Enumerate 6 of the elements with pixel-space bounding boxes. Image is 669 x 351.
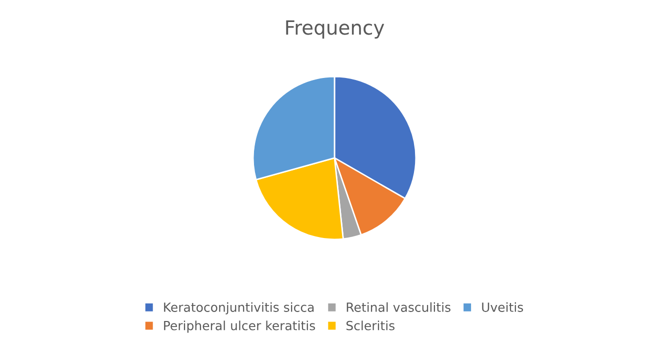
legend-label: Uveitis <box>482 302 524 312</box>
legend-label: Scleritis <box>346 320 394 330</box>
legend-label: Retinal vasculitis <box>346 302 450 312</box>
legend-label: Peripheral ulcer keratitis <box>164 320 316 333</box>
legend-label: Keratoconjuntivitis sicca <box>164 302 314 314</box>
chart-title: Frequency <box>286 20 384 39</box>
